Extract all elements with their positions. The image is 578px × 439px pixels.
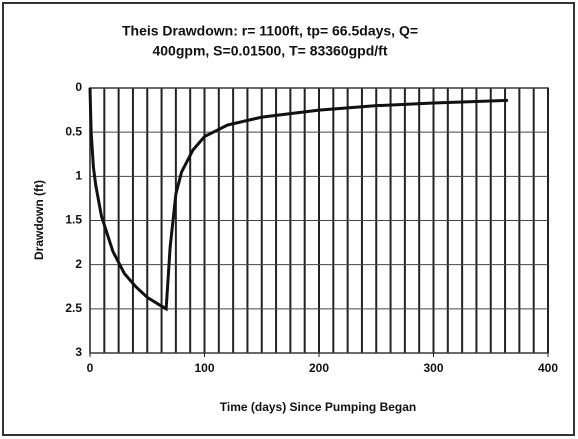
y-tick-label: 0 [75,80,82,94]
chart-title: Theis Drawdown: r= 1100ft, tp= 66.5days,… [122,23,418,39]
y-tick-label: 3 [75,345,82,359]
line-series [88,87,508,312]
x-axis-label: Time (days) Since Pumping Began [220,400,417,414]
x-tick-label: 100 [194,361,214,375]
y-axis-label: Drawdown (ft) [32,180,46,260]
y-tick-label: 2 [75,257,82,271]
y-tick-label: 0.5 [65,124,82,138]
x-tick-label: 300 [423,361,443,375]
x-tick-label: 0 [87,361,94,375]
chart-title: 400gpm, S=0.01500, T= 83360gpd/ft [152,43,387,59]
y-tick-label: 2.5 [65,301,82,315]
x-tick-label: 200 [309,361,329,375]
y-tick-label: 1.5 [65,213,82,227]
x-tick-label: 400 [538,361,558,375]
y-tick-label: 1 [75,169,82,183]
